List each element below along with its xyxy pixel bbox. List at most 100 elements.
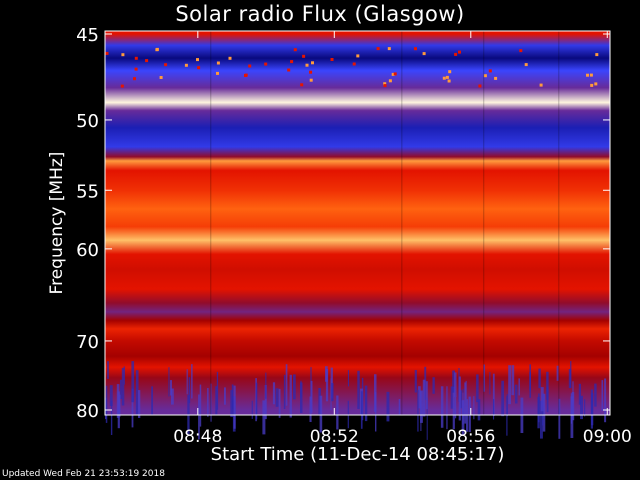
spectrogram-streak bbox=[420, 391, 422, 431]
spectrogram-streak bbox=[264, 385, 267, 420]
y-axis-ticks: 45 50 55 60 70 80 bbox=[76, 25, 610, 422]
spectrogram-streak bbox=[425, 381, 428, 410]
spectrogram-speck bbox=[442, 76, 446, 80]
spectrogram-streak bbox=[556, 365, 559, 381]
spectrogram-speck bbox=[145, 59, 149, 63]
spectrogram-streak bbox=[476, 374, 479, 403]
spectrogram-streak bbox=[540, 387, 544, 412]
spectrogram-streak bbox=[186, 369, 188, 395]
spectrogram-speck bbox=[383, 84, 387, 88]
spectrogram-streak bbox=[131, 388, 134, 428]
x-axis-ticks: 08:48 08:52 08:56 09:00 bbox=[173, 31, 632, 447]
x-tick-label: 08:56 bbox=[446, 427, 495, 447]
spectrogram-streak bbox=[414, 370, 417, 393]
spectrogram-streak bbox=[210, 383, 212, 422]
spectrogram-speck bbox=[586, 73, 589, 77]
spectrogram-streak bbox=[458, 376, 461, 421]
spectrogram-streak bbox=[570, 361, 572, 388]
spectrogram-speck bbox=[483, 74, 487, 78]
spectrogram-streak bbox=[601, 380, 604, 411]
spectrogram-speck bbox=[589, 73, 593, 77]
spectrogram-streak bbox=[357, 370, 360, 409]
y-tick-label: 45 bbox=[76, 25, 99, 46]
spectrogram-streak bbox=[262, 400, 266, 435]
spectrogram-speck bbox=[488, 69, 492, 73]
spectrogram-speck bbox=[388, 79, 392, 83]
spectrogram-speck bbox=[391, 72, 395, 76]
spectrogram-speck bbox=[595, 53, 599, 57]
x-tick-label: 08:52 bbox=[310, 427, 359, 447]
spectrogram-speck bbox=[264, 62, 268, 66]
spectrogram-streak bbox=[483, 364, 485, 392]
spectrogram-streak bbox=[558, 398, 561, 439]
spectrogram-streak bbox=[135, 370, 139, 415]
spectrogram-streak bbox=[300, 382, 303, 413]
spectrogram-speck bbox=[458, 50, 461, 54]
spectrogram-streak bbox=[336, 395, 339, 430]
spectrogram-speck bbox=[590, 83, 594, 87]
spectrogram-streak bbox=[462, 392, 464, 411]
spectrogram-streak bbox=[215, 386, 218, 415]
chart-title: Solar radio Flux (Glasgow) bbox=[175, 2, 465, 26]
spectrogram-streak bbox=[289, 374, 292, 418]
y-tick-label: 55 bbox=[76, 181, 99, 202]
spectrogram-speck bbox=[447, 79, 451, 83]
spectrogram-streak bbox=[492, 373, 495, 416]
spectrogram-streak bbox=[120, 379, 123, 399]
spectrogram-streak bbox=[188, 377, 191, 404]
spectrogram-speck bbox=[478, 84, 482, 88]
spectrogram-speck bbox=[311, 61, 314, 65]
spectrogram-streak bbox=[230, 390, 234, 417]
spectrogram-streak bbox=[216, 371, 219, 410]
x-tick-label: 09:00 bbox=[583, 427, 632, 447]
spectrogram-speck bbox=[197, 66, 201, 70]
spectrogram-streak bbox=[454, 372, 457, 398]
spectrogram-streak bbox=[572, 381, 574, 403]
spectrogram-speck bbox=[244, 73, 248, 77]
spectrogram-streak bbox=[417, 389, 419, 432]
x-axis-label: Start Time (11-Dec-14 08:45:17) bbox=[210, 444, 505, 465]
spectrogram-streak bbox=[584, 399, 586, 417]
spectrogram-speck bbox=[300, 83, 304, 87]
spectrogram-streak bbox=[265, 372, 267, 399]
spectrogram-streak bbox=[473, 396, 475, 420]
spectrogram-streak bbox=[420, 390, 423, 423]
spectrogram-speck bbox=[105, 51, 109, 55]
spectrogram-speck bbox=[330, 58, 334, 61]
spectrogram-speck bbox=[454, 52, 458, 56]
spectrogram-streak bbox=[452, 370, 455, 393]
spectrogram-streak bbox=[568, 369, 572, 389]
spectrogram-streak bbox=[489, 372, 491, 395]
spectrogram-streak bbox=[501, 380, 504, 417]
spectrogram-streak bbox=[360, 391, 363, 429]
spectrogram-streak bbox=[233, 385, 236, 429]
spectrogram-speck bbox=[356, 54, 360, 58]
spectrogram-speck bbox=[159, 76, 163, 79]
spectrogram-speck bbox=[309, 78, 313, 82]
spectrogram-streak bbox=[283, 374, 286, 409]
y-tick-label: 60 bbox=[76, 240, 99, 261]
spectrogram-streak bbox=[440, 386, 444, 428]
spectrogram-streak bbox=[506, 394, 508, 417]
spectrogram-streak bbox=[310, 380, 313, 413]
spectrogram-background bbox=[105, 31, 610, 415]
spectrogram-streak bbox=[116, 384, 120, 418]
spectrogram-streak bbox=[590, 389, 593, 429]
spectrogram-streak bbox=[540, 400, 543, 439]
spectrogram-streak bbox=[546, 371, 549, 400]
spectrogram-speck bbox=[594, 82, 598, 86]
spectrogram-speck bbox=[121, 53, 125, 57]
spectrogram-streak bbox=[121, 367, 125, 406]
spectrogram-streak bbox=[426, 397, 428, 440]
spectrogram-streak bbox=[251, 400, 253, 419]
spectrogram-streak bbox=[255, 382, 258, 420]
spectrogram-streak bbox=[518, 378, 520, 396]
spectrogram-speck bbox=[293, 48, 297, 52]
spectrogram-streak bbox=[119, 394, 121, 417]
spectrogram-streak bbox=[293, 374, 296, 400]
spectrogram-streak bbox=[537, 396, 540, 429]
spectrogram-streak bbox=[468, 396, 471, 433]
spectrogram-speck bbox=[228, 56, 232, 60]
spectrogram-streak bbox=[207, 388, 209, 417]
spectrogram-speck bbox=[155, 48, 159, 52]
